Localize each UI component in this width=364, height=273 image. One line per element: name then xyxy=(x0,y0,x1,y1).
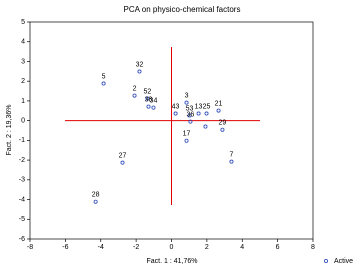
point-label: 27 xyxy=(119,152,127,159)
y-tick-label: -2 xyxy=(19,157,25,164)
y-tick-label: 5 xyxy=(21,19,25,26)
y-tick-label: -6 xyxy=(19,236,25,243)
point xyxy=(220,127,225,132)
point xyxy=(187,113,192,118)
x-tick-label: -2 xyxy=(133,244,139,251)
point xyxy=(151,105,156,110)
legend-marker xyxy=(323,258,328,263)
y-tick-label: -1 xyxy=(19,137,25,144)
point xyxy=(101,81,106,86)
x-axis-label: Fact. 1 : 41,76% xyxy=(147,258,198,265)
point xyxy=(132,93,137,98)
point-label: 5 xyxy=(102,73,106,80)
point-label: 53 xyxy=(186,105,194,112)
point xyxy=(146,104,151,109)
point-label: 32 xyxy=(136,61,144,68)
chart-title: PCA on physico-chemical factors xyxy=(124,5,241,14)
point xyxy=(216,108,221,113)
y-tick-label: 4 xyxy=(21,39,25,46)
point-label: 21 xyxy=(215,100,223,107)
point-label: 3 xyxy=(185,93,189,100)
point-label: 43 xyxy=(172,103,180,110)
x-tick-label: 0 xyxy=(170,244,174,251)
point xyxy=(137,69,142,74)
point-label: 34 xyxy=(150,97,158,104)
point-label: 38 xyxy=(145,96,153,103)
point-label: 13 xyxy=(195,103,203,110)
point-label: 52 xyxy=(144,88,152,95)
x-tick-label: 8 xyxy=(311,244,315,251)
point xyxy=(229,159,234,164)
point xyxy=(188,119,193,124)
x-tick-label: 4 xyxy=(240,244,244,251)
point xyxy=(203,124,208,129)
y-tick-label: 2 xyxy=(21,78,25,85)
point-label: 29 xyxy=(219,120,227,127)
point xyxy=(173,111,178,116)
y-tick-label: 0 xyxy=(21,117,25,124)
y-tick-label: -5 xyxy=(19,216,25,223)
y-tick-label: 3 xyxy=(21,58,25,65)
x-tick-label: -4 xyxy=(98,244,104,251)
point xyxy=(93,199,98,204)
point xyxy=(145,96,150,101)
x-tick-label: -6 xyxy=(62,244,68,251)
point-label: 7 xyxy=(230,152,234,159)
legend-label: Active xyxy=(334,258,353,265)
point xyxy=(184,100,189,105)
point-label: 17 xyxy=(183,131,191,138)
point xyxy=(196,111,201,116)
point xyxy=(120,160,125,165)
y-axis-label: Fact. 2 : 19,36% xyxy=(6,105,13,156)
point-label: 2 xyxy=(133,85,137,92)
point xyxy=(184,138,189,143)
x-tick-label: -8 xyxy=(27,244,33,251)
x-tick-label: 2 xyxy=(205,244,209,251)
point-label: 36 xyxy=(187,111,195,118)
point-label: 28 xyxy=(92,192,100,199)
x-tick-label: 6 xyxy=(276,244,280,251)
y-tick-label: -4 xyxy=(19,196,25,203)
point-label: 25 xyxy=(203,103,211,110)
y-tick-label: 1 xyxy=(21,98,25,105)
point xyxy=(204,111,209,116)
y-tick-label: -3 xyxy=(19,177,25,184)
